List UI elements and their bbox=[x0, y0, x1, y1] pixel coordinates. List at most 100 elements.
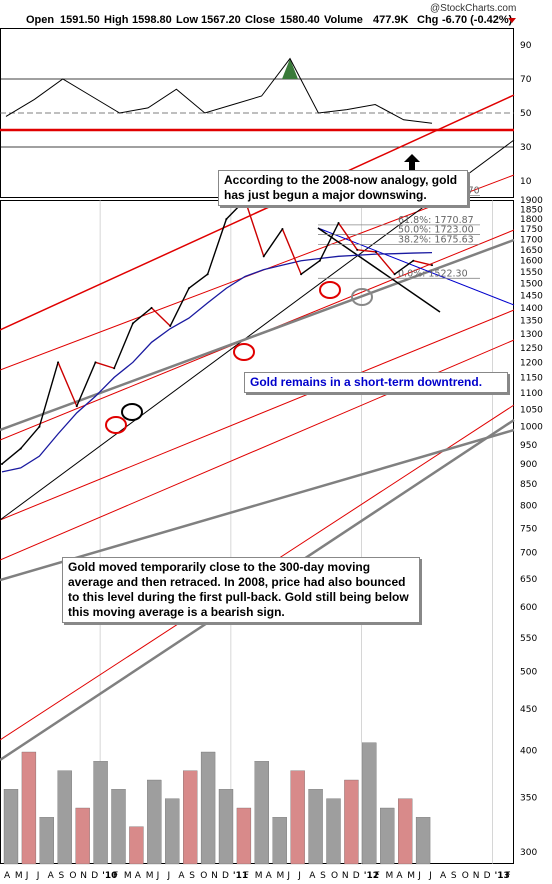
price-y-tick: 900 bbox=[520, 460, 537, 470]
x-tick-label: J bbox=[428, 871, 432, 881]
trend-line bbox=[0, 309, 515, 521]
price-segment bbox=[38, 362, 59, 427]
price-y-tick: 1650 bbox=[520, 246, 543, 256]
price-point bbox=[300, 273, 303, 276]
volume-bar bbox=[308, 789, 323, 865]
price-y-tick: 850 bbox=[520, 480, 537, 490]
price-y-tick: 1250 bbox=[520, 344, 543, 354]
x-tick-label: N bbox=[473, 871, 480, 881]
highlight-circle bbox=[105, 416, 127, 434]
price-y-tick: 1100 bbox=[520, 389, 543, 399]
close-label: Close bbox=[245, 14, 275, 26]
volume-bar bbox=[380, 807, 395, 865]
x-tick-label: N bbox=[342, 871, 349, 881]
price-y-tick: 1850 bbox=[520, 205, 543, 215]
price-segment bbox=[263, 228, 284, 257]
volume-bar bbox=[183, 770, 198, 865]
price-point bbox=[262, 255, 265, 258]
price-segment bbox=[413, 260, 433, 266]
annotation-downtrend: Gold remains in a short-term downtrend. bbox=[244, 372, 508, 393]
price-y-tick: 1800 bbox=[520, 215, 543, 225]
price-frame bbox=[0, 200, 514, 864]
open-label: Open bbox=[26, 14, 54, 26]
price-point bbox=[374, 250, 377, 253]
x-tick-label: D bbox=[222, 871, 229, 881]
price-segment bbox=[132, 307, 153, 324]
price-y-tick: 1550 bbox=[520, 268, 543, 278]
price-segment bbox=[244, 199, 265, 257]
price-point bbox=[169, 324, 172, 327]
x-tick-label: A bbox=[178, 871, 185, 881]
x-tick-label: J bbox=[167, 871, 171, 881]
price-y-tick: 1450 bbox=[520, 291, 543, 301]
trend-line bbox=[0, 428, 515, 582]
x-tick-label: A bbox=[396, 871, 403, 881]
x-tick-label: N bbox=[211, 871, 218, 881]
low-value: 1567.20 bbox=[201, 14, 241, 26]
highlight-circle bbox=[121, 403, 143, 421]
x-tick-label: J bbox=[156, 871, 160, 881]
down-triangle-icon bbox=[508, 18, 516, 23]
x-tick-label: S bbox=[59, 871, 65, 881]
price-point bbox=[1, 462, 3, 465]
x-tick-label: N bbox=[80, 871, 87, 881]
x-tick-label: A bbox=[309, 871, 316, 881]
price-point bbox=[19, 447, 22, 450]
price-y-tick: 700 bbox=[520, 549, 537, 559]
price-point bbox=[57, 361, 60, 364]
price-y-tick: 600 bbox=[520, 603, 537, 613]
trend-line bbox=[317, 227, 441, 313]
x-tick-label: D bbox=[484, 871, 491, 881]
high-label: High bbox=[104, 14, 129, 26]
highlight-circle bbox=[233, 343, 255, 361]
x-tick-label: M bbox=[255, 871, 263, 881]
rsi-y-tick: 30 bbox=[520, 143, 532, 153]
x-tick-label: S bbox=[451, 871, 457, 881]
volume-label: Volume bbox=[324, 14, 363, 26]
price-y-tick: 1050 bbox=[520, 405, 543, 415]
price-point bbox=[131, 322, 134, 325]
price-point bbox=[150, 306, 153, 309]
x-tick-label: J bbox=[36, 871, 40, 881]
x-tick-label: A bbox=[266, 871, 273, 881]
x-tick-label: O bbox=[331, 871, 338, 881]
volume-bar bbox=[21, 751, 37, 865]
x-tick-label: M bbox=[15, 871, 23, 881]
price-point bbox=[225, 218, 228, 221]
chg-label: Chg bbox=[417, 14, 438, 26]
fib-label: 38.2%: 1675.63 bbox=[398, 234, 474, 245]
price-segment bbox=[169, 287, 190, 327]
price-y-tick: 350 bbox=[520, 794, 537, 804]
volume-bar bbox=[3, 789, 19, 865]
close-value: 1580.40 bbox=[280, 14, 320, 26]
x-tick-label: F bbox=[505, 871, 510, 881]
price-y-tick: 550 bbox=[520, 634, 537, 644]
price-y-tick: 500 bbox=[520, 668, 537, 678]
price-segment bbox=[57, 362, 78, 407]
x-tick-label: O bbox=[462, 871, 469, 881]
price-segment bbox=[319, 222, 340, 262]
price-segment bbox=[1, 448, 22, 465]
price-y-tick: 750 bbox=[520, 524, 537, 534]
volume-value: 477.9K bbox=[373, 14, 409, 26]
volume-bar bbox=[147, 779, 162, 865]
high-value: 1598.80 bbox=[132, 14, 172, 26]
volume-bar bbox=[236, 807, 252, 865]
price-segment bbox=[394, 260, 414, 275]
price-y-tick: 1900 bbox=[520, 196, 543, 206]
x-tick-label: F bbox=[375, 871, 380, 881]
x-tick-label: D bbox=[353, 871, 360, 881]
price-point bbox=[94, 361, 97, 364]
x-tick-label: J bbox=[286, 871, 290, 881]
volume-bar bbox=[93, 761, 108, 865]
volume-bar bbox=[111, 789, 126, 865]
price-y-tick: 1300 bbox=[520, 330, 543, 340]
x-tick-label: A bbox=[48, 871, 55, 881]
price-y-tick: 1150 bbox=[520, 373, 543, 383]
x-tick-label: O bbox=[69, 871, 76, 881]
up-arrow-icon bbox=[404, 154, 420, 170]
rsi-y-tick: 50 bbox=[520, 109, 532, 119]
trend-line bbox=[0, 94, 515, 331]
x-tick-label: M bbox=[386, 871, 394, 881]
volume-bar bbox=[200, 751, 216, 865]
